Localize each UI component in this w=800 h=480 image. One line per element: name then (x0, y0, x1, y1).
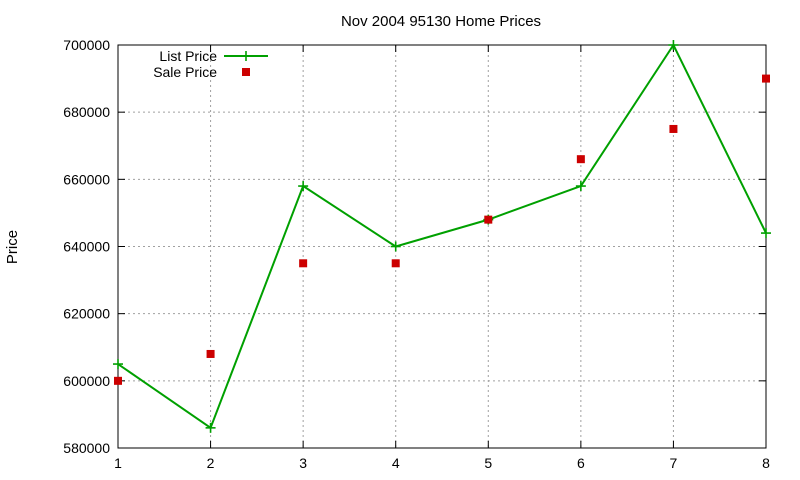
legend-square-marker (242, 68, 250, 76)
legend-label-sale-price: Sale Price (153, 64, 217, 80)
y-axis-label: Price (4, 230, 21, 264)
data-series (113, 40, 771, 433)
y-tick-label: 660000 (63, 171, 110, 187)
x-tick-label: 1 (114, 455, 122, 471)
y-tick-label: 580000 (63, 440, 110, 456)
sale-price-point (669, 124, 678, 133)
x-tick-label: 8 (762, 455, 770, 471)
list-price-point (390, 241, 401, 252)
x-tick-label: 7 (670, 455, 678, 471)
x-tick-label: 6 (577, 455, 585, 471)
sale-price-point (206, 349, 215, 358)
list-price-point (761, 228, 771, 239)
x-tick-label: 4 (392, 455, 400, 471)
tick-labels: 580000 600000 620000 640000 660000 680000 7000… (63, 37, 770, 471)
sale-price-point (762, 74, 770, 83)
y-tick-label: 600000 (63, 373, 110, 389)
list-price-point (668, 40, 679, 50)
sale-price-point (484, 215, 493, 224)
chart-title: Nov 2004 95130 Home Prices (341, 13, 541, 30)
sale-price-point (114, 376, 122, 385)
y-tick-label: 700000 (63, 37, 110, 53)
y-tick-label: 680000 (63, 104, 110, 120)
x-tick-label: 3 (299, 455, 307, 471)
x-tick-label: 5 (484, 455, 492, 471)
list-price-point (298, 181, 309, 192)
sale-price-point (391, 259, 400, 268)
list-price-line (117, 42, 767, 430)
y-tick-label: 620000 (63, 306, 110, 322)
gridlines (118, 45, 766, 448)
y-tick-label: 640000 (63, 239, 110, 255)
legend-label-list-price: List Price (159, 48, 217, 64)
list-price-point (205, 422, 216, 433)
x-tick-label: 2 (207, 455, 215, 471)
sale-price-point (576, 155, 585, 164)
axes (117, 44, 767, 449)
list-price-point (113, 359, 123, 370)
sale-price-point (299, 259, 308, 268)
list-price-point (575, 181, 586, 192)
